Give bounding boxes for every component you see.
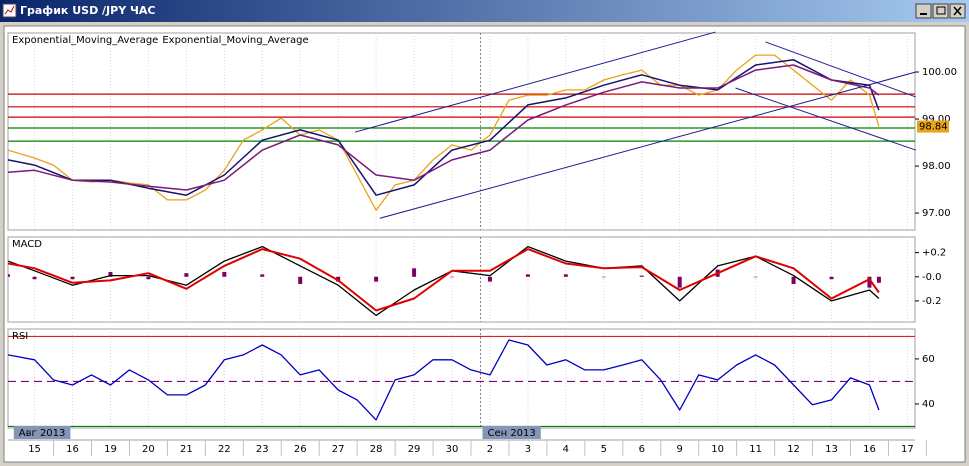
x-tick-label: 9 xyxy=(677,444,683,455)
histogram-bar xyxy=(753,276,758,278)
histogram-bar xyxy=(336,276,341,282)
maximize-glyph xyxy=(936,6,946,15)
last-value-box xyxy=(917,120,949,133)
histogram-bar xyxy=(412,268,417,277)
y-tick-label: +0.2 xyxy=(922,248,946,259)
histogram-bar xyxy=(298,276,303,285)
histogram-bar xyxy=(639,275,644,277)
histogram-bar xyxy=(791,276,796,285)
title-bar xyxy=(0,0,969,22)
histogram-bar xyxy=(829,276,834,280)
window-icon-glyph xyxy=(4,5,15,15)
histogram-bar xyxy=(563,274,568,277)
period-label-box xyxy=(482,426,541,439)
trend-line xyxy=(354,31,716,133)
trend-line xyxy=(735,87,916,151)
x-tick-label: 3 xyxy=(525,444,531,455)
x-tick-label: 11 xyxy=(749,444,762,455)
x-tick-label: 2 xyxy=(487,444,493,455)
histogram-bar xyxy=(487,276,492,282)
x-tick-label: 16 xyxy=(863,444,876,455)
panel-title: MACD xyxy=(12,239,42,250)
x-tick-label: 30 xyxy=(446,444,459,455)
histogram-bar xyxy=(70,276,75,280)
histogram-bar xyxy=(184,273,189,277)
series-line xyxy=(8,59,880,196)
x-tick-label: 6 xyxy=(639,444,645,455)
histogram-bar xyxy=(876,276,881,283)
trend-line xyxy=(765,41,916,98)
x-tick-label: 26 xyxy=(294,444,307,455)
y-tick-label: 40 xyxy=(922,399,935,410)
y-tick-label: 97.00 xyxy=(922,208,951,219)
x-tick-label: 19 xyxy=(104,444,117,455)
legend-entry: Exponential_Moving_Average xyxy=(162,35,308,46)
period-label: Сен 2013 xyxy=(487,428,535,439)
period-label-box xyxy=(13,426,71,439)
x-tick-label: 17 xyxy=(901,444,914,455)
x-tick-label: 5 xyxy=(601,444,607,455)
window-title: График USD /JPY ЧАС xyxy=(20,4,155,17)
histogram-bar xyxy=(677,276,682,288)
y-tick-label: -0.2 xyxy=(922,296,942,307)
last-value-label: 98.84 xyxy=(919,122,948,133)
x-tick-label: 15 xyxy=(28,444,41,455)
minimize-button[interactable] xyxy=(915,3,932,19)
x-tick-label: 22 xyxy=(218,444,231,455)
histogram-bar xyxy=(525,274,530,277)
series-line xyxy=(8,339,880,421)
x-tick-label: 4 xyxy=(563,444,569,455)
maximize-button[interactable] xyxy=(932,3,949,19)
x-tick-label: 27 xyxy=(332,444,345,455)
histogram-bar xyxy=(601,276,606,278)
histogram-bar xyxy=(867,276,872,288)
panel-title: RSI xyxy=(12,331,28,342)
y-tick-label: 60 xyxy=(922,354,935,365)
trend-line xyxy=(379,71,916,219)
x-tick-label: 20 xyxy=(142,444,155,455)
series-line xyxy=(8,248,880,312)
x-tick-label: 16 xyxy=(66,444,79,455)
histogram-bar xyxy=(450,276,455,278)
plot xyxy=(8,237,908,322)
x-tick-label: 10 xyxy=(711,444,724,455)
histogram-bar xyxy=(374,276,379,282)
y-tick-label: 99.00 xyxy=(922,114,951,125)
y-tick-label: -0.0 xyxy=(922,272,942,283)
histogram-bar xyxy=(222,271,227,277)
panel xyxy=(7,328,916,429)
x-tick-label: 12 xyxy=(787,444,800,455)
y-tick-label: 98.00 xyxy=(922,161,951,172)
histogram-bar xyxy=(146,276,151,280)
y-tick-label: 100.00 xyxy=(922,67,957,78)
x-tick-label: 23 xyxy=(256,444,269,455)
x-tick-label: 28 xyxy=(370,444,383,455)
histogram-bar xyxy=(8,274,10,277)
legend-entry: Exponential_Moving_Average xyxy=(12,35,158,46)
histogram-bar xyxy=(260,274,265,277)
panel xyxy=(7,236,916,323)
window-buttons[interactable] xyxy=(915,3,966,19)
x-tick-label: 29 xyxy=(408,444,421,455)
x-tick-label: 13 xyxy=(825,444,838,455)
plot xyxy=(8,329,915,428)
histogram-bar xyxy=(108,271,113,277)
histogram-bar xyxy=(32,276,37,280)
series-line xyxy=(8,54,880,211)
close-glyph xyxy=(953,6,962,16)
series-line xyxy=(8,64,880,191)
period-label: Авг 2013 xyxy=(19,428,66,439)
plot xyxy=(8,33,915,230)
panel xyxy=(7,32,916,231)
x-tick-label: 21 xyxy=(180,444,193,455)
